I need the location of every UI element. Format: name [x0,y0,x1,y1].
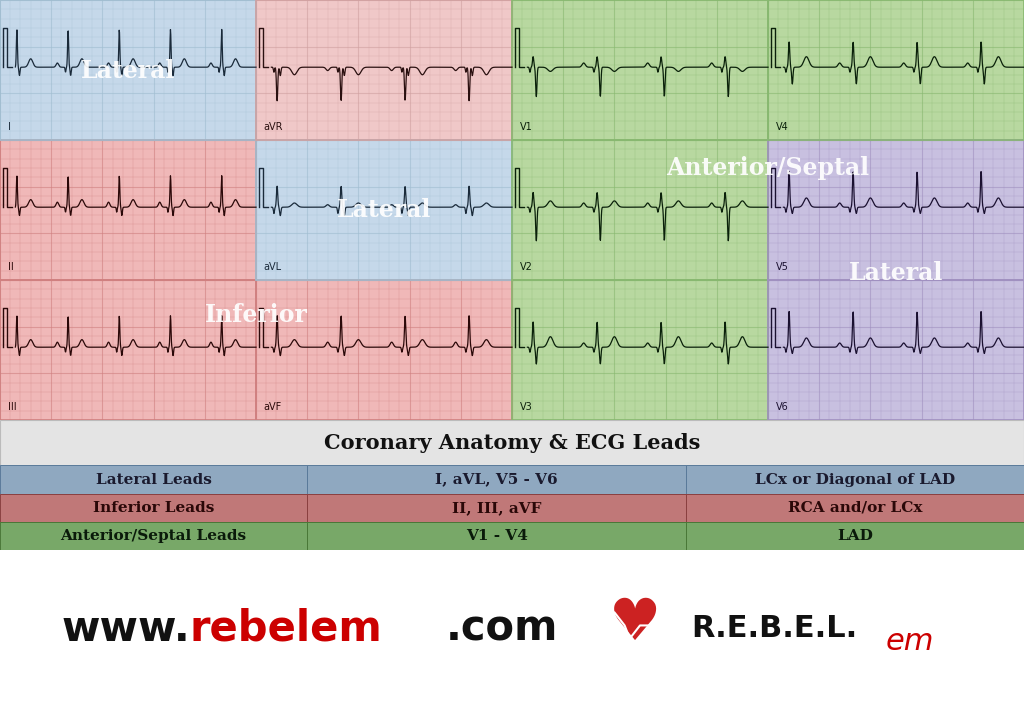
Bar [307,493,686,522]
Bar [0,280,256,420]
Bar [768,0,1024,140]
Bar [0,0,256,140]
Text: Lateral: Lateral [337,198,431,222]
Bar [0,0,256,140]
Bar [0,466,307,493]
Text: V2: V2 [519,261,532,271]
Text: Lateral Leads: Lateral Leads [95,473,212,486]
Bar [768,0,1024,140]
Text: LAD: LAD [837,529,873,543]
Bar [256,140,512,280]
Text: III: III [8,401,16,411]
Text: II, III, aVF: II, III, aVF [452,501,542,515]
Bar [768,140,1024,280]
Text: V6: V6 [776,401,788,411]
Bar [256,280,512,420]
Text: RCA and/or LCx: RCA and/or LCx [787,501,923,515]
Text: Lateral: Lateral [849,261,943,285]
Text: em: em [886,628,934,656]
Bar [256,0,512,140]
Text: V5: V5 [776,261,788,271]
Bar [512,0,768,140]
Text: www.: www. [61,608,190,650]
Text: .com: .com [445,608,558,650]
Bar [768,280,1024,420]
Text: Coronary Anatomy & ECG Leads: Coronary Anatomy & ECG Leads [324,433,700,453]
Text: V1: V1 [519,121,532,131]
Bar [512,280,768,420]
Text: Lateral: Lateral [81,59,175,84]
Text: Anterior/Septal Leads: Anterior/Septal Leads [60,529,247,543]
Text: V3: V3 [519,401,532,411]
Bar [512,140,768,280]
Bar [0,280,256,420]
Text: I, aVL, V5 - V6: I, aVL, V5 - V6 [435,473,558,486]
Text: Anterior/Septal: Anterior/Septal [667,156,869,180]
Text: Inferior Leads: Inferior Leads [93,501,214,515]
Bar [686,466,1024,493]
Text: aVL: aVL [264,261,282,271]
Bar [307,522,686,550]
Text: V4: V4 [776,121,788,131]
Text: I: I [8,121,10,131]
Bar [512,140,768,280]
Text: ♥: ♥ [608,595,662,653]
Text: rebelem: rebelem [189,608,382,650]
Bar [256,280,512,420]
Bar [0,140,256,280]
Text: R.E.B.E.L.: R.E.B.E.L. [691,614,857,643]
Text: II: II [8,261,13,271]
Text: LCx or Diagonal of LAD: LCx or Diagonal of LAD [755,473,955,486]
Bar [768,280,1024,420]
Bar [256,140,512,280]
Text: aVR: aVR [264,121,284,131]
Bar [512,280,768,420]
Bar [686,493,1024,522]
Bar [0,420,1024,466]
Bar [307,466,686,493]
Text: V1 - V4: V1 - V4 [466,529,527,543]
Bar [768,140,1024,280]
Bar [0,493,307,522]
Text: aVF: aVF [264,401,282,411]
Bar [0,140,256,280]
Text: Inferior: Inferior [205,303,307,327]
Bar [686,522,1024,550]
Bar [512,0,768,140]
Bar [0,522,307,550]
Bar [256,0,512,140]
